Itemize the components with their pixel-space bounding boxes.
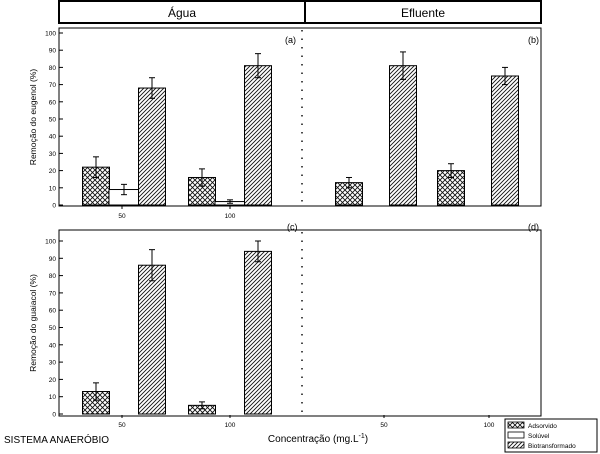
y-tick-label-a-60: 60 xyxy=(49,99,57,106)
panel-label-a: (a) xyxy=(285,35,296,45)
legend-label-biotransformado: Biotransformado xyxy=(528,443,576,450)
x-axis-label: Concentração (mg.L-1) xyxy=(268,433,368,445)
y-tick-label-a-40: 40 xyxy=(49,134,57,141)
header-agua-label: Água xyxy=(168,5,196,20)
y-tick-label-c-70: 70 xyxy=(49,290,57,297)
bar-b-biotransformado-100 xyxy=(491,75,519,206)
y-tick-label-c-100: 100 xyxy=(45,239,56,246)
x-tick-label-a-50: 50 xyxy=(118,213,126,220)
y-tick-label-c-60: 60 xyxy=(49,308,57,315)
x-tick-label-d-100: 100 xyxy=(484,422,495,429)
bar-a-biotransformado-100 xyxy=(244,65,272,206)
bar-a-biotransformado-50 xyxy=(138,87,166,206)
y-tick-label-c-40: 40 xyxy=(49,342,57,349)
header-bar: Água Efluente xyxy=(58,0,542,24)
header-efluente-label: Efluente xyxy=(401,6,445,20)
legend-label-solúvel: Solúvel xyxy=(528,433,550,440)
panel-label-b: (b) xyxy=(528,35,539,45)
bar-b-biotransformado-50 xyxy=(389,65,417,206)
legend-swatch-solúvel xyxy=(507,431,525,439)
y-tick-label-c-30: 30 xyxy=(49,360,57,367)
y-tick-label-c-0: 0 xyxy=(52,412,56,419)
y-axis-label-guaiacol: Remoção do guaiacol (%) xyxy=(28,274,38,372)
y-tick-label-a-10: 10 xyxy=(49,185,57,192)
y-tick-label-c-20: 20 xyxy=(49,377,57,384)
y-tick-label-c-90: 90 xyxy=(49,256,57,263)
y-tick-label-a-30: 30 xyxy=(49,151,57,158)
y-tick-label-a-20: 20 xyxy=(49,168,57,175)
y-axis-label-eugenol: Remoção do eugenol (%) xyxy=(28,69,38,166)
panel-label-d: (d) xyxy=(528,222,539,232)
panel-top-frame xyxy=(58,27,542,207)
y-tick-label-a-80: 80 xyxy=(49,65,57,72)
y-tick-label-a-50: 50 xyxy=(49,117,57,124)
y-tick-label-a-70: 70 xyxy=(49,82,57,89)
panel-bottom-frame xyxy=(58,229,542,417)
x-tick-label-d-50: 50 xyxy=(380,422,388,429)
bar-c-biotransformado-50 xyxy=(138,264,166,415)
y-tick-label-c-10: 10 xyxy=(49,394,57,401)
y-tick-label-c-80: 80 xyxy=(49,273,57,280)
x-tick-label-a-100: 100 xyxy=(225,213,236,220)
legend-swatch-biotransformado xyxy=(507,441,525,449)
y-tick-label-a-0: 0 xyxy=(52,203,56,210)
header-box-efluente xyxy=(304,0,542,24)
panel-label-c: (c) xyxy=(287,222,298,232)
legend-label-adsorvido: Adsorvido xyxy=(528,423,557,430)
y-tick-label-a-90: 90 xyxy=(49,48,57,55)
legend: Adsorvido Solúvel Biotransformado xyxy=(504,418,598,453)
system-label: SISTEMA ANAERÓBIO xyxy=(4,433,109,446)
x-tick-label-c-100: 100 xyxy=(225,422,236,429)
bar-c-biotransformado-100 xyxy=(244,250,272,415)
legend-swatch-adsorvido xyxy=(507,421,525,429)
x-tick-label-c-50: 50 xyxy=(118,422,126,429)
y-tick-label-c-50: 50 xyxy=(49,325,57,332)
y-tick-label-a-100: 100 xyxy=(45,31,56,38)
